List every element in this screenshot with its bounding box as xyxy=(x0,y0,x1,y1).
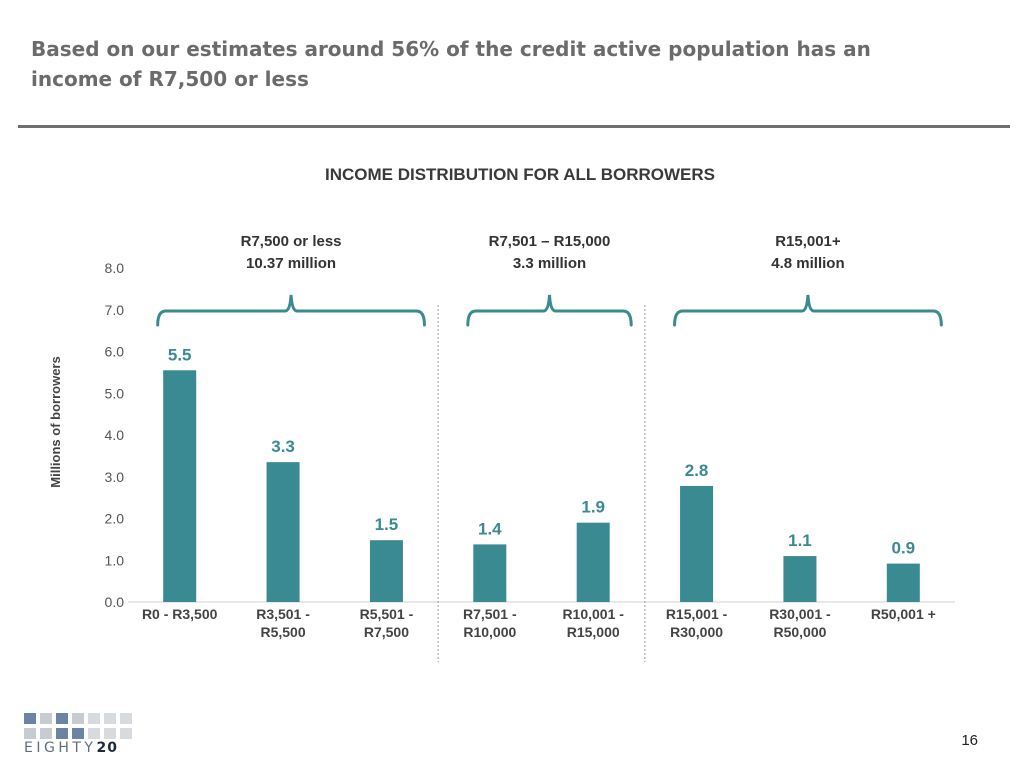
bar-value-label: 3.3 xyxy=(271,437,295,456)
y-tick-label: 4.0 xyxy=(105,427,125,443)
bar-value-label: 1.9 xyxy=(581,498,605,517)
x-tick-label: R5,500 xyxy=(260,624,305,640)
page-number: 16 xyxy=(961,732,978,749)
y-tick-label: 3.0 xyxy=(105,469,125,485)
bar-value-label: 1.4 xyxy=(478,519,502,538)
x-tick-label: R10,000 xyxy=(463,624,516,640)
bar-value-label: 1.5 xyxy=(375,515,399,534)
y-tick-label: 7.0 xyxy=(105,302,125,318)
x-tick-label: R0 - R3,500 xyxy=(142,606,218,622)
x-tick-label: R15,001 - xyxy=(666,606,728,622)
y-tick-label: 6.0 xyxy=(105,344,125,360)
header-divider xyxy=(18,125,1010,128)
group-label: R15,001+ xyxy=(775,233,841,250)
bar-value-label: 0.9 xyxy=(891,539,915,558)
logo-wordmark: EIGHTY20 xyxy=(24,740,118,756)
x-tick-label: R10,001 - xyxy=(562,606,624,622)
group-label: R7,500 or less xyxy=(241,233,342,250)
page-headline: Based on our estimates around 56% of the… xyxy=(31,34,891,94)
bar xyxy=(266,462,300,602)
group-bracket xyxy=(156,294,426,327)
y-tick-label: 5.0 xyxy=(105,385,125,401)
chart-title: INCOME DISTRIBUTION FOR ALL BORROWERS xyxy=(324,165,716,184)
bar xyxy=(886,563,920,602)
x-tick-label: R50,001 + xyxy=(871,606,936,622)
bar xyxy=(163,370,197,602)
group-bracket xyxy=(673,294,943,327)
bar-value-label: 5.5 xyxy=(168,345,192,364)
bar xyxy=(576,522,610,602)
headline-line-1: Based on our estimates around 56% of the… xyxy=(31,37,871,61)
group-total: 10.37 million xyxy=(246,255,336,272)
logo-squares-icon xyxy=(24,713,132,739)
x-tick-label: R7,501 - xyxy=(463,606,517,622)
x-tick-label: R50,000 xyxy=(773,624,826,640)
y-axis-label: Millions of borrowers xyxy=(48,356,63,487)
eighty20-logo xyxy=(24,713,134,758)
y-tick-label: 2.0 xyxy=(105,511,125,527)
group-bracket xyxy=(466,294,633,327)
group-label: R7,501 – R15,000 xyxy=(489,233,611,250)
bar xyxy=(369,540,403,602)
x-tick-label: R5,501 - xyxy=(360,606,414,622)
bar xyxy=(473,544,507,602)
x-tick-label: R30,001 - xyxy=(769,606,831,622)
y-tick-label: 0.0 xyxy=(105,594,125,610)
group-total: 3.3 million xyxy=(513,255,586,272)
y-tick-label: 8.0 xyxy=(105,260,125,276)
headline-line-2: income of R7,500 or less xyxy=(31,67,309,91)
bar xyxy=(680,485,714,602)
bar xyxy=(783,556,817,602)
group-total: 4.8 million xyxy=(771,255,844,272)
x-tick-label: R3,501 - xyxy=(256,606,310,622)
y-tick-label: 1.0 xyxy=(105,552,125,568)
x-tick-label: R30,000 xyxy=(670,624,723,640)
bar-value-label: 2.8 xyxy=(685,461,709,480)
x-tick-label: R15,000 xyxy=(567,624,620,640)
bar-value-label: 1.1 xyxy=(788,531,812,550)
x-tick-label: R7,500 xyxy=(364,624,409,640)
